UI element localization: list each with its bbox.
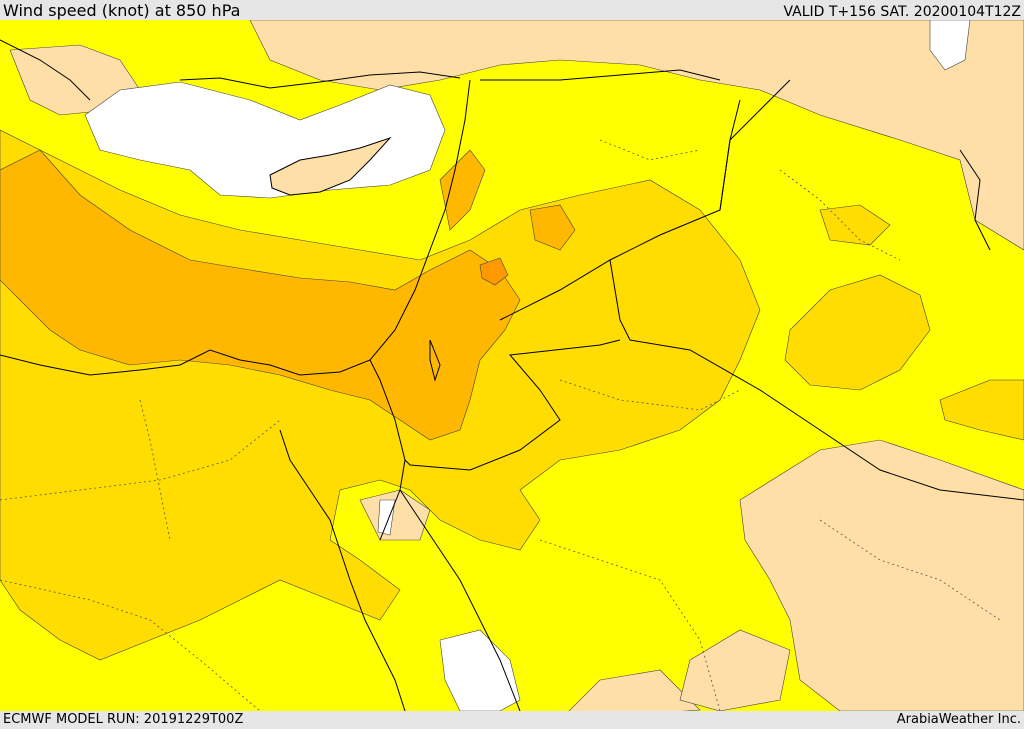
country-borders: [369, 69, 1024, 501]
cyprus-island: [269, 136, 392, 196]
top-bar: Wind speed (knot) at 850 hPa VALID T+156…: [0, 0, 1024, 20]
very-strong-wind-areas: [479, 257, 509, 286]
strong-wind-areas: [0, 149, 576, 441]
credit: ArabiaWeather Inc.: [896, 712, 1021, 727]
coastlines: [0, 39, 521, 711]
bottom-bar: ECMWF MODEL RUN: 20191229T00Z ArabiaWeat…: [0, 711, 1024, 729]
valid-time: VALID T+156 SAT. 20200104T12Z: [783, 4, 1021, 20]
map-title: Wind speed (knot) at 850 hPa: [3, 1, 241, 20]
model-run: ECMWF MODEL RUN: 20191229T00Z: [3, 712, 244, 727]
province-boundaries: [0, 139, 1001, 711]
wind-speed-map: [0, 20, 1024, 711]
light-wind-areas: [9, 20, 1024, 711]
